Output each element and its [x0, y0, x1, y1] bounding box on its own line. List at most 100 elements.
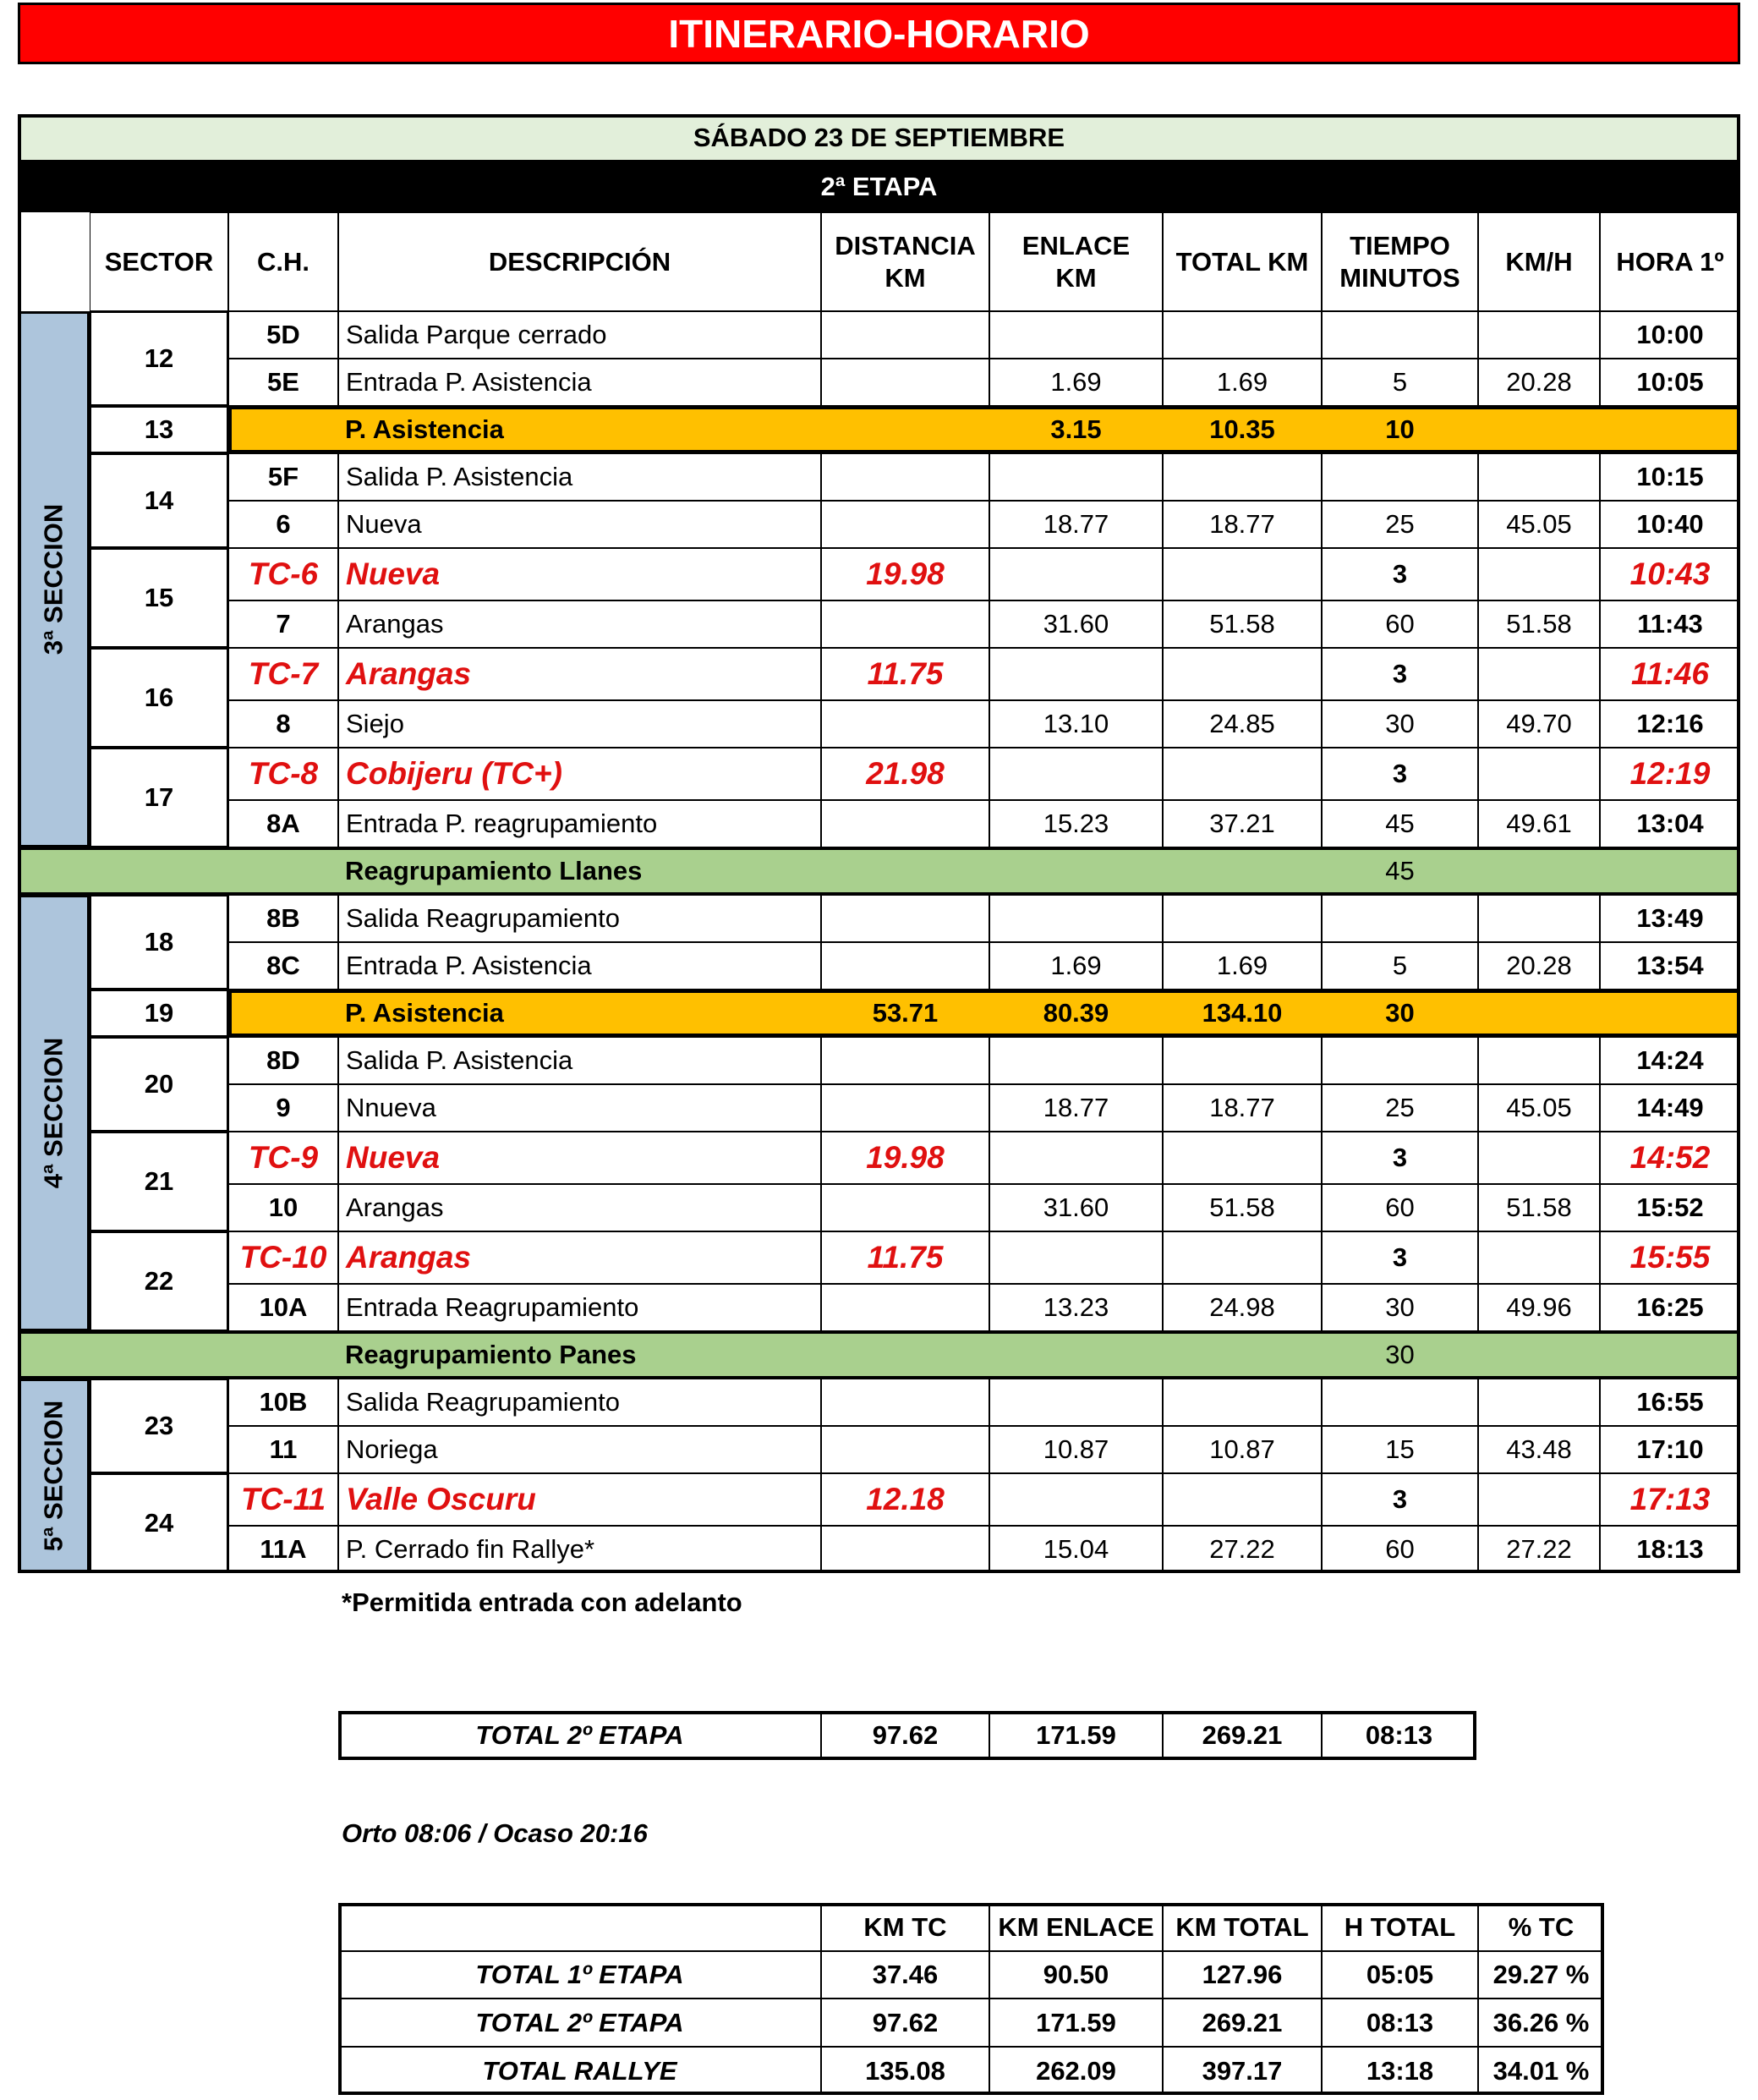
time: 16:25 [1600, 1284, 1740, 1331]
summary-label: TOTAL 2º ETAPA [338, 1999, 821, 2047]
time: 12:16 [1600, 700, 1740, 748]
summary-cell: 29.27 % [1478, 1951, 1604, 1999]
minutes: 3 [1322, 1473, 1478, 1526]
sector: 12 [90, 311, 228, 406]
total: 37.21 [1163, 800, 1322, 847]
control: 11 [228, 1426, 338, 1473]
time: 18:13 [1600, 1526, 1740, 1573]
time: 15:55 [1600, 1231, 1740, 1284]
link: 31.60 [989, 1184, 1163, 1231]
summary-cell: 397.17 [1163, 2047, 1322, 2095]
header-line: HORA 1º [1616, 246, 1724, 277]
control: 8B [228, 895, 338, 942]
distance [821, 942, 989, 990]
time: 14:24 [1600, 1037, 1740, 1084]
speed [1478, 748, 1600, 800]
total: 18.77 [1163, 501, 1322, 548]
distance [821, 1184, 989, 1231]
control: 8D [228, 1037, 338, 1084]
speed [1478, 1037, 1600, 1084]
control: 10B [228, 1379, 338, 1426]
distance [821, 501, 989, 548]
time: 11:46 [1600, 648, 1740, 700]
minutes: 3 [1322, 648, 1478, 700]
minutes [1322, 1037, 1478, 1084]
minutes [1322, 895, 1478, 942]
time: 14:52 [1600, 1132, 1740, 1184]
distance [821, 700, 989, 748]
column-header: SECTOR [90, 212, 228, 311]
total: 18.77 [1163, 1084, 1322, 1132]
control: TC-10 [228, 1231, 338, 1284]
column-header: DISTANCIA KM [821, 212, 989, 311]
time: 16:55 [1600, 1379, 1740, 1426]
title-bar: ITINERARIO-HORARIO [18, 3, 1740, 64]
link: 3.15 [1050, 414, 1102, 444]
time: 10:00 [1600, 311, 1740, 359]
regroup-row [18, 1331, 1740, 1379]
distance [821, 453, 989, 501]
sector: 19 [90, 990, 228, 1037]
section: 3ª SECCION [18, 311, 90, 847]
summary-header: KM TC [821, 1903, 989, 1951]
description: Nueva [338, 548, 821, 600]
time: 17:10 [1600, 1426, 1740, 1473]
summary-cell: 97.62 [821, 1999, 989, 2047]
description: P. Asistencia [345, 414, 504, 444]
control: 5D [228, 311, 338, 359]
minutes: 3 [1322, 548, 1478, 600]
summary-cell: 05:05 [1322, 1951, 1478, 1999]
total [1163, 548, 1322, 600]
summary-header: KM ENLACE [989, 1903, 1163, 1951]
speed [1478, 1473, 1600, 1526]
regroup-label: Reagrupamiento Llanes [345, 856, 643, 886]
header-line: KM [1055, 262, 1097, 293]
description: Noriega [338, 1426, 821, 1473]
distance: 19.98 [821, 548, 989, 600]
summary-cell: 171.59 [989, 1999, 1163, 2047]
description: Entrada Reagrupamiento [338, 1284, 821, 1331]
minutes: 30 [1322, 1284, 1478, 1331]
stage-total-cell: 08:13 [1322, 1711, 1476, 1760]
description: Arangas [338, 1231, 821, 1284]
minutes: 3 [1322, 1231, 1478, 1284]
link: 13.23 [989, 1284, 1163, 1331]
total [1163, 1037, 1322, 1084]
summary-cell: 262.09 [989, 2047, 1163, 2095]
minutes: 3 [1322, 748, 1478, 800]
column-header: TIEMPO MINUTOS [1322, 212, 1478, 311]
time: 13:54 [1600, 942, 1740, 990]
distance: 12.18 [821, 1473, 989, 1526]
description: Siejo [338, 700, 821, 748]
speed [1478, 648, 1600, 700]
header-line: KM/H [1505, 246, 1573, 277]
distance: 19.98 [821, 1132, 989, 1184]
sector: 22 [90, 1231, 228, 1331]
stage-total-cell: 171.59 [989, 1711, 1163, 1760]
description: Nnueva [338, 1084, 821, 1132]
speed: 49.96 [1478, 1284, 1600, 1331]
summary-label: TOTAL RALLYE [338, 2047, 821, 2095]
description: Entrada P. reagrupamiento [338, 800, 821, 847]
time: 15:52 [1600, 1184, 1740, 1231]
sector: 24 [90, 1473, 228, 1573]
time: 11:43 [1600, 600, 1740, 648]
link: 31.60 [989, 600, 1163, 648]
link [989, 648, 1163, 700]
link: 10.87 [989, 1426, 1163, 1473]
description: Nueva [338, 501, 821, 548]
speed: 45.05 [1478, 1084, 1600, 1132]
section-label: 5ª SECCION [38, 1400, 68, 1552]
minutes: 25 [1322, 1084, 1478, 1132]
distance [821, 311, 989, 359]
summary-cell: 37.46 [821, 1951, 989, 1999]
sector: 15 [90, 548, 228, 648]
stage-row: 2ª ETAPA [18, 161, 1740, 212]
service-row [228, 406, 1740, 453]
summary-cell: 36.26 % [1478, 1999, 1604, 2047]
header-line: C.H. [257, 246, 309, 277]
minutes: 30 [1385, 998, 1415, 1028]
distance [821, 600, 989, 648]
regroup-label: Reagrupamiento Panes [345, 1340, 637, 1369]
